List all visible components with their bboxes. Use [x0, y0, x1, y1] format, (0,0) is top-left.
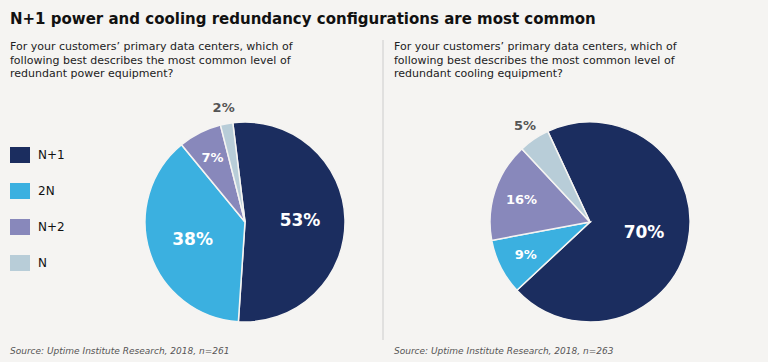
separator: [383, 40, 384, 340]
chart-subtitle: For your customers’ primary data centers…: [10, 40, 294, 80]
legend-label: N+2: [38, 220, 65, 234]
data-label: 38%: [172, 229, 213, 249]
subtitle-line: redundant power equipment?: [10, 67, 174, 80]
legend-swatch: [10, 219, 30, 235]
source-note: Source: Uptime Institute Research, 2018,…: [394, 346, 614, 356]
legend-swatch: [10, 183, 30, 199]
pie-slice: [522, 131, 590, 222]
data-label: 7%: [202, 150, 224, 165]
legend: N+1 2N N+2 N: [10, 147, 65, 271]
legend-swatch: [10, 147, 30, 163]
pie-slice: [233, 122, 345, 322]
data-label: 53%: [280, 210, 321, 230]
subtitle-line: following best describes the most common…: [394, 54, 676, 67]
legend-label: N+1: [38, 148, 65, 162]
pie-slice: [220, 123, 245, 222]
data-label: 16%: [506, 192, 537, 207]
source-note: Source: Uptime Institute Research, 2018,…: [10, 346, 229, 356]
subtitle-line: For your customers’ primary data centers…: [394, 40, 678, 53]
legend-label: 2N: [38, 184, 55, 198]
background: [0, 0, 768, 362]
legend-swatch: [10, 255, 30, 271]
subtitle-line: following best describes the most common…: [10, 54, 292, 67]
data-label: 5%: [514, 118, 536, 133]
chart-subtitle: For your customers’ primary data centers…: [394, 40, 678, 80]
pie: [490, 122, 690, 322]
data-label: 70%: [624, 222, 665, 242]
chart-title: N+1 power and cooling redundancy configu…: [10, 10, 596, 28]
subtitle-line: redundant cooling equipment?: [394, 67, 563, 80]
pie: [145, 122, 345, 322]
subtitle-line: For your customers’ primary data centers…: [10, 40, 294, 53]
data-label: 9%: [515, 247, 537, 262]
chart-canvas: N+1 power and cooling redundancy configu…: [0, 0, 768, 362]
legend-label: N: [38, 256, 47, 270]
data-label: 2%: [213, 100, 235, 115]
